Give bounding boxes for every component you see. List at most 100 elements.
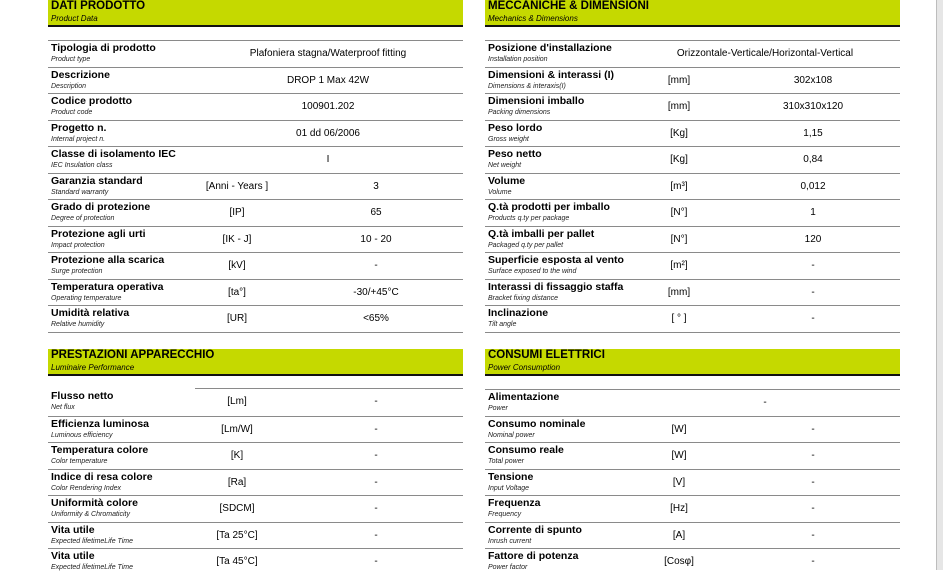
table-row: Dimensioni & interassi (I) Dimensions & i… (485, 66, 900, 94)
section-subtitle: Product Data (51, 14, 98, 23)
table-row: Alimentazione Power - (485, 389, 900, 416)
table-row: Posizione d'installazione Installation po… (485, 40, 900, 67)
row-label: Dimensioni imballo (488, 95, 585, 107)
row-unit: [N°] (670, 207, 688, 218)
table-row: Superficie esposta al vento Surface expos… (485, 252, 900, 279)
row-label: Protezione agli urti (51, 227, 146, 240)
row-value: 302x108 (793, 74, 833, 86)
row-unit: [K] (230, 450, 244, 461)
row-sublabel: Bracket fixing distance (488, 294, 559, 302)
row-label: Progetto n. (51, 121, 107, 134)
row-sublabel: Gross weight (488, 135, 529, 143)
row-unit: [Cosφ] (664, 556, 694, 567)
table-row: Umidità relativa Relative humidity [UR] <65… (48, 305, 463, 332)
row-value: 0,84 (803, 154, 823, 165)
section-header: CONSUMI ELETTRICI Power Consumption (485, 349, 900, 376)
row-value: <65% (363, 313, 389, 324)
row-unit: [m²] (670, 260, 688, 271)
row-sublabel: Standard warranty (51, 188, 109, 196)
row-value: - (811, 260, 815, 271)
row-value: - (374, 503, 378, 514)
row-sublabel: Description (51, 82, 87, 90)
section-subtitle: Mechanics & Dimensions (488, 14, 578, 23)
row-label: Q.tà prodotti per imballo (488, 201, 610, 213)
row-label: Frequenza (488, 497, 541, 509)
row-value: - (811, 529, 815, 541)
table-row: Grado di protezione Degree of protection [… (48, 199, 463, 226)
row-label: Efficienza luminosa (51, 417, 150, 430)
row-sublabel: Luminous efficiency (51, 431, 113, 439)
row-sublabel: Inrush current (488, 537, 532, 545)
row-label: Consumo nominale (488, 417, 586, 430)
row-value: - (374, 396, 378, 407)
row-unit: [Ta 25°C] (216, 529, 258, 541)
section-subtitle: Power Consumption (488, 363, 561, 372)
row-sublabel: Surface exposed to the wind (488, 268, 577, 275)
row-unit: [Ta 45°C] (216, 556, 258, 567)
row-label: Peso netto (488, 148, 542, 160)
row-label: Tensione (488, 470, 534, 483)
table-row: Frequenza Frequency [Hz] - (485, 495, 900, 522)
row-label: Indice di resa colore (51, 470, 153, 483)
row-sublabel: Power factor (488, 564, 528, 571)
spec-table: Alimentazione Power - Consumo nominale Nomin… (485, 389, 900, 575)
row-unit: [Hz] (670, 503, 688, 514)
row-unit: [Anni - Years ] (205, 180, 269, 192)
table-row: Protezione alla scarica Surge protection [… (48, 252, 463, 279)
row-label: Uniformità colore (51, 497, 138, 509)
row-sublabel: Products q.ty per package (488, 215, 570, 222)
table-row: Tensione Input Voltage [V] - (485, 468, 900, 496)
table-row: Consumo nominale Nominal power [W] - (485, 415, 900, 443)
row-unit: [Kg] (670, 154, 688, 165)
section-title: CONSUMI ELETTRICI (488, 349, 605, 361)
row-unit: [mm] (667, 101, 691, 112)
row-label: Inclinazione (488, 307, 549, 319)
row-sublabel: Expected lifetimeLife Time (51, 537, 134, 545)
table-top-rule (195, 388, 463, 389)
row-label: Flusso netto (51, 390, 114, 402)
spec-table: Flusso netto Net flux [Lm] - Efficienza lumi… (48, 388, 463, 575)
row-value: - (374, 450, 378, 461)
row-label: Volume (488, 174, 526, 187)
row-value: Orizzontale-Verticale/Horizontal-Vertica… (676, 48, 854, 59)
row-sublabel: Degree of protection (51, 215, 115, 222)
row-label: Descrizione (51, 68, 110, 81)
row-label: Protezione alla scarica (51, 254, 165, 266)
row-sublabel: Product code (51, 109, 93, 116)
row-label: Dimensioni & interassi (I) (488, 68, 615, 81)
row-unit: [ta°] (228, 286, 246, 298)
row-value: 120 (804, 233, 822, 245)
row-value: - (811, 286, 815, 298)
row-label: Q.tà imballi per pallet (488, 227, 595, 240)
section-subtitle: Luminaire Performance (51, 363, 135, 372)
section-title: MECCANICHE & DIMENSIONI (488, 0, 650, 12)
row-sublabel: Color temperature (51, 458, 108, 465)
table-row: Volume Volume [m³] 0,012 (485, 172, 900, 200)
row-sublabel: Nominal power (488, 431, 535, 439)
row-value: - (763, 397, 767, 408)
row-unit: [A] (672, 529, 686, 541)
table-row: Fattore di potenza Power factor [Cosφ] - (485, 548, 900, 575)
row-sublabel: Volume (488, 188, 512, 196)
row-sublabel: Input Voltage (488, 484, 529, 492)
section-product-data: DATI PRODOTTO Product Data Tipologia di pr… (48, 0, 463, 333)
row-value: Plafoniera stagna/Waterproof fitting (249, 48, 407, 59)
row-label: Consumo reale (488, 444, 564, 456)
table-row: Indice di resa colore Color Rendering Ind… (48, 468, 463, 496)
table-row: Uniformità colore Uniformity & Chromatici… (48, 495, 463, 522)
table-row: Dimensioni imballo Packing dimensions [mm]… (485, 93, 900, 120)
row-value: 310x310x120 (782, 101, 844, 112)
row-unit: [V] (672, 476, 686, 488)
row-unit: [mm] (667, 286, 691, 298)
row-sublabel: Expected lifetimeLife Time (51, 564, 134, 571)
row-value: DROP 1 Max 42W (286, 74, 370, 86)
table-row: Descrizione Description DROP 1 Max 42W (48, 66, 463, 94)
table-row: Peso netto Net weight [Kg] 0,84 (485, 146, 900, 173)
row-value: 10 - 20 (360, 233, 392, 245)
table-row: Q.tà imballi per pallet Packaged q.ty per… (485, 225, 900, 253)
row-value: - (811, 503, 815, 514)
row-value: - (374, 529, 378, 541)
row-sublabel: Internal project n. (51, 135, 106, 143)
spec-table: Posizione d'installazione Installation po… (485, 40, 900, 333)
row-label: Vita utile (51, 550, 95, 562)
